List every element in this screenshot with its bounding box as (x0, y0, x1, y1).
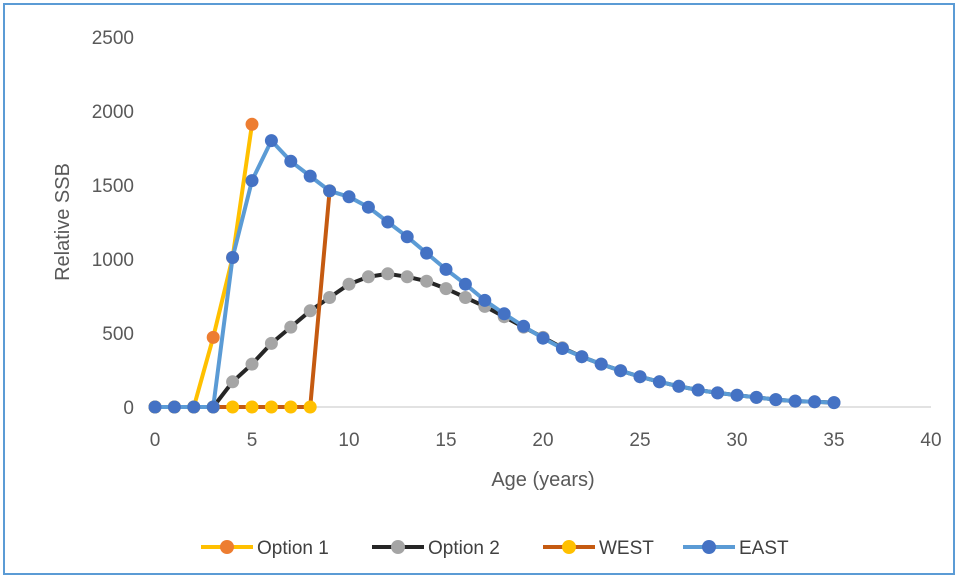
data-point-east (284, 154, 298, 168)
data-point-east (691, 383, 705, 397)
data-point-east (575, 350, 589, 364)
data-point-east (808, 395, 822, 409)
data-point-option-1 (245, 117, 259, 131)
data-point-east (633, 370, 647, 384)
data-point-east (769, 393, 783, 407)
legend-label-option-1: Option 1 (257, 538, 329, 559)
series-line-option-2 (153, 271, 836, 409)
y-tick-label: 2000 (92, 102, 134, 123)
data-point-option-2 (303, 304, 317, 318)
data-point-east (148, 400, 162, 414)
legend-item-east: EAST (683, 538, 789, 559)
data-point-east (226, 251, 240, 264)
y-tick-label: 2500 (92, 28, 134, 49)
x-tick-label: 35 (823, 430, 844, 451)
data-point-east (342, 190, 356, 204)
legend-label-east: EAST (739, 538, 789, 559)
legend-marker-option-1 (220, 540, 234, 554)
legend-label-option-2: Option 2 (428, 538, 500, 559)
legend-marker-west (562, 540, 576, 554)
data-point-east (788, 394, 802, 408)
legend-item-west: WEST (543, 538, 654, 559)
data-point-option-1 (206, 330, 220, 344)
y-tick-label: 500 (102, 324, 134, 345)
series-option-1 (148, 117, 259, 414)
data-point-east (361, 200, 375, 214)
data-point-option-2 (264, 336, 278, 350)
data-point-option-2 (420, 274, 434, 288)
data-point-option-2 (361, 270, 375, 284)
data-point-east (536, 331, 550, 345)
data-point-west (226, 400, 240, 414)
data-point-east (245, 174, 259, 188)
legend-item-option-1: Option 1 (201, 538, 329, 559)
data-point-west (284, 400, 298, 414)
data-point-east (594, 357, 608, 371)
x-tick-label: 30 (726, 430, 747, 451)
series-east (148, 134, 841, 414)
y-tick-label: 1500 (92, 176, 134, 197)
x-tick-label: 5 (247, 430, 258, 451)
data-point-east (303, 169, 317, 183)
y-tick-label: 0 (123, 398, 134, 419)
data-point-option-2 (381, 267, 395, 281)
data-point-west (264, 400, 278, 414)
data-point-east (323, 184, 337, 198)
data-point-east (827, 396, 841, 410)
x-tick-label: 40 (920, 430, 941, 451)
data-point-option-2 (323, 291, 337, 304)
data-point-west (245, 400, 259, 414)
legend: Option 1 Option 2 WEST EAST (201, 538, 789, 559)
data-point-east (264, 134, 278, 148)
data-point-west (303, 400, 317, 414)
series-line-option-1 (153, 122, 254, 409)
x-tick-label: 10 (338, 430, 359, 451)
data-point-east (458, 277, 472, 291)
data-point-east (711, 386, 725, 400)
data-point-east (478, 293, 492, 307)
data-point-east (400, 230, 414, 244)
legend-item-option-2: Option 2 (372, 538, 500, 559)
data-point-east (730, 388, 744, 402)
data-point-option-2 (439, 282, 453, 296)
x-tick-label: 20 (532, 430, 553, 451)
data-point-east (187, 400, 201, 414)
y-axis-title: Relative SSB (52, 163, 74, 281)
x-tick-label: 15 (435, 430, 456, 451)
legend-marker-option-2 (391, 540, 405, 554)
data-point-east (497, 307, 511, 321)
data-point-option-2 (400, 270, 414, 284)
data-point-east (672, 379, 686, 393)
data-point-east (381, 215, 395, 229)
data-point-east (749, 390, 763, 404)
data-point-option-2 (284, 320, 298, 334)
data-point-option-2 (245, 357, 259, 371)
data-point-east (206, 400, 220, 414)
chart-area (3, 3, 955, 575)
data-point-east (439, 262, 453, 276)
x-axis-title: Age (years) (491, 469, 594, 491)
y-tick-label: 1000 (92, 250, 134, 271)
legend-label-west: WEST (599, 538, 654, 559)
data-point-option-2 (458, 291, 472, 304)
data-point-option-2 (342, 277, 356, 291)
data-point-east (614, 364, 628, 378)
x-tick-label: 0 (150, 430, 161, 451)
data-point-east (652, 375, 666, 389)
data-point-east (420, 246, 434, 260)
data-point-east (167, 400, 181, 414)
data-point-option-2 (226, 375, 240, 389)
data-point-east (517, 319, 531, 333)
x-tick-label: 25 (629, 430, 650, 451)
data-point-east (555, 342, 569, 355)
legend-marker-east (702, 540, 716, 554)
